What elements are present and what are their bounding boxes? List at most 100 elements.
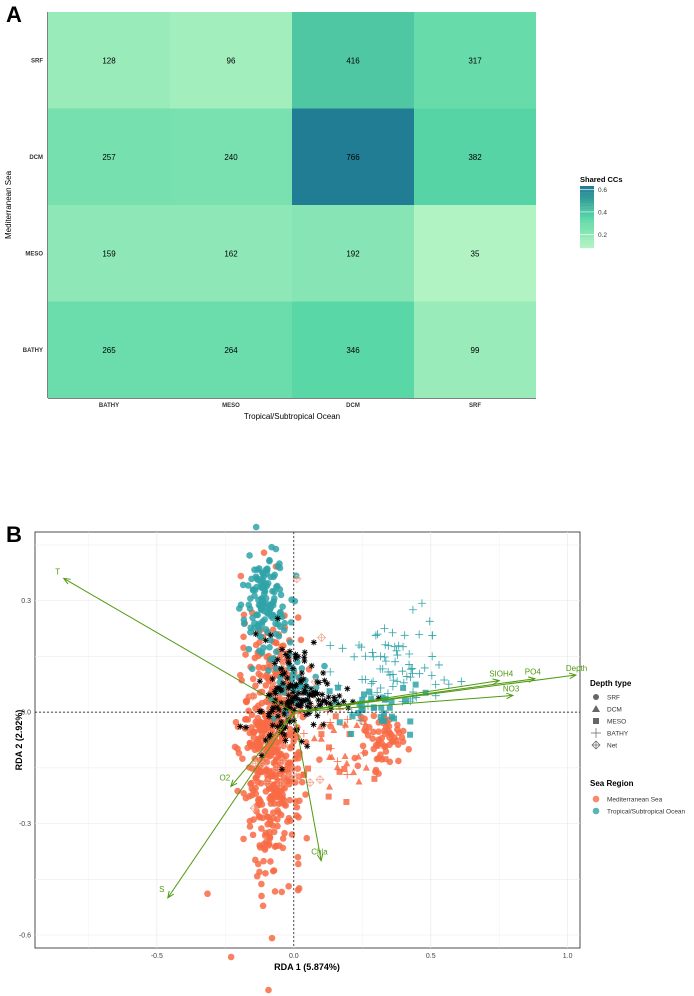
data-point-srf (248, 575, 255, 583)
legend-gradient-step (580, 193, 594, 196)
data-point-asterisk (262, 737, 269, 744)
data-point-srf (375, 736, 383, 743)
legend-gradient-step (580, 212, 594, 215)
data-point-asterisk (307, 685, 314, 692)
data-point-asterisk (323, 700, 330, 707)
data-point-asterisk (256, 678, 263, 685)
data-point-srf (372, 741, 380, 749)
data-point-dcm (326, 753, 334, 760)
legend-gradient-step (580, 221, 594, 224)
data-point-bathy (343, 715, 352, 724)
data-point-srf (237, 572, 245, 580)
heatmap-cell-value: 265 (102, 346, 116, 355)
data-point-srf (299, 713, 307, 721)
data-point-asterisk (301, 687, 308, 694)
legend-gradient-step (580, 195, 594, 197)
data-point-bathy (371, 631, 380, 640)
env-arrowhead (506, 692, 515, 700)
data-point-srf (262, 767, 269, 774)
data-point-asterisk (274, 656, 281, 663)
data-point-srf (253, 872, 261, 880)
data-point-asterisk (284, 654, 291, 661)
data-point-dcm (362, 764, 370, 771)
data-point-dcm (333, 763, 341, 771)
data-point-asterisk (267, 731, 274, 738)
data-point-asterisk (307, 700, 314, 707)
data-point-bathy (357, 643, 366, 652)
heatmap-cell-value: 159 (102, 249, 116, 258)
data-point-srf (271, 588, 278, 596)
legend-gradient-step (580, 223, 594, 225)
data-point-meso (381, 717, 388, 724)
data-point-srf (294, 765, 302, 773)
data-point-srf (248, 665, 256, 673)
data-point-bathy (402, 672, 411, 681)
env-arrow (293, 674, 576, 713)
data-point-asterisk (314, 690, 321, 697)
y-tick-label: -0.6 (19, 933, 31, 940)
data-point-asterisk (309, 691, 316, 698)
data-point-meso (341, 765, 348, 772)
data-point-meso (366, 688, 373, 695)
legend-depth-label: DCM (607, 707, 622, 714)
data-point-bathy (333, 757, 342, 766)
data-point-srf (279, 844, 287, 852)
data-point-meso (368, 696, 375, 703)
data-point-dcm (353, 721, 361, 729)
data-point-asterisk (319, 691, 326, 698)
data-point-dcm (350, 768, 358, 776)
data-point-srf (281, 801, 288, 808)
heatmap-cell (292, 301, 414, 398)
data-point-bathy (326, 641, 335, 650)
data-point-bathy (343, 770, 352, 779)
data-point-srf (267, 858, 274, 865)
data-point-asterisk (331, 694, 338, 701)
data-point-srf (274, 815, 281, 823)
data-point-asterisk (308, 662, 315, 669)
data-point-srf (267, 637, 274, 644)
legend-gradient-step (580, 190, 594, 193)
data-point-srf (279, 835, 287, 842)
data-point-srf (254, 566, 261, 573)
data-point-asterisk (290, 665, 297, 672)
data-point-asterisk (336, 692, 343, 699)
legend-gradient-step (580, 206, 594, 208)
data-point-srf (266, 828, 273, 836)
env-arrow-label: S (159, 885, 164, 894)
data-point-asterisk (310, 639, 317, 646)
data-point-srf (395, 757, 402, 765)
data-point-net (271, 763, 281, 773)
data-point-dcm (263, 746, 271, 753)
data-point-srf (248, 791, 256, 799)
data-point-srf (281, 829, 288, 837)
env-arrowhead (167, 890, 174, 899)
data-point-asterisk (274, 723, 281, 730)
data-point-srf (294, 860, 302, 868)
data-point-srf (267, 796, 275, 804)
data-point-srf (239, 581, 247, 589)
x-tick-label: -0.5 (151, 953, 163, 960)
heatmap-cell (292, 205, 414, 302)
data-point-srf (271, 888, 279, 895)
data-point-meso (336, 719, 343, 726)
heatmap-cell (292, 108, 414, 205)
data-point-meso (359, 696, 366, 703)
data-point-bathy (408, 605, 417, 614)
data-point-srf (354, 762, 362, 770)
data-point-asterisk (277, 722, 284, 729)
data-point-srf (257, 633, 265, 641)
legend-gradient-step (580, 198, 594, 201)
data-point-srf (271, 595, 278, 602)
data-point-bathy (415, 630, 424, 639)
data-point-bathy (369, 677, 378, 686)
data-point-srf (249, 831, 257, 839)
data-point-meso (422, 689, 429, 696)
data-point-srf (256, 768, 263, 776)
data-point-srf (269, 867, 277, 875)
data-point-asterisk (297, 702, 304, 709)
data-point-dcm (317, 735, 325, 742)
data-point-asterisk (286, 704, 293, 711)
data-point-srf (272, 648, 280, 656)
data-point-meso (388, 698, 395, 705)
